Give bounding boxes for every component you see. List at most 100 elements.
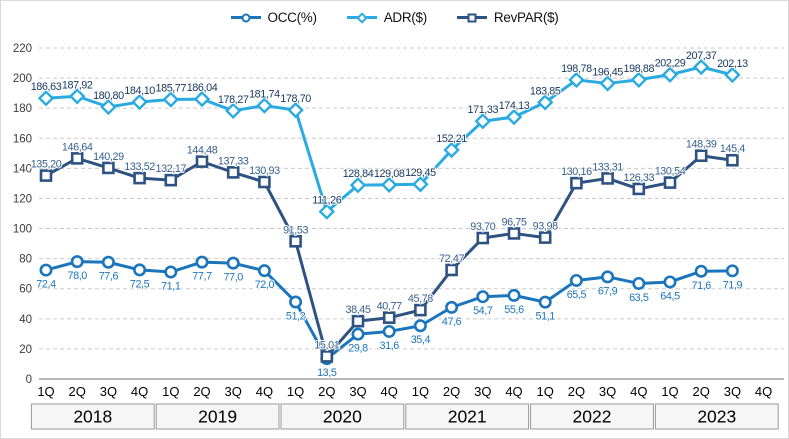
data-point-square [258,175,271,189]
year-band [280,403,405,430]
data-point-circle [382,324,396,338]
gridlines [39,47,784,380]
x-tick-label: 1Q [37,384,54,399]
x-tick-label: 3Q [724,384,741,399]
data-label: 181,74 [249,89,280,101]
data-label: 180,80 [93,90,124,102]
revpar-legend-line-swatch [456,13,487,22]
data-point-square [570,176,583,190]
legend-label-adr: ADR($) [383,10,428,25]
data-label: 91,53 [283,224,308,236]
x-tick-label: 2Q [443,384,460,399]
data-point-square [133,171,146,185]
legend-item-adr[interactable]: ADR($) [346,10,428,25]
x-tick-label: 2Q [318,384,335,399]
year-label: 2020 [323,407,362,427]
data-label: 65,5 [567,289,587,301]
data-label: 148,39 [686,139,717,151]
data-point-square [226,166,240,179]
data-label: 129,45 [405,167,436,179]
data-point-diamond [224,102,242,119]
data-label: 93,98 [533,221,558,233]
legend-label-revpar: RevPAR($) [493,10,559,25]
data-label: 171,33 [467,104,498,116]
data-label: 29,8 [348,343,368,355]
data-label: 130,93 [249,165,280,177]
data-label: 72,0 [255,279,275,291]
data-point-diamond [412,176,429,193]
data-point-diamond [162,91,180,108]
data-label: 63,5 [629,292,649,304]
data-label: 77,6 [99,271,119,283]
data-label: 140,29 [93,151,124,163]
x-tick-label: 1Q [287,384,304,399]
data-point-diamond [536,94,554,111]
data-label: 71,6 [691,280,711,292]
x-tick-label: 1Q [537,384,554,399]
data-point-circle [413,319,427,333]
y-tick-label: 160 [13,133,32,145]
data-label: 96,75 [501,216,526,228]
data-label: 126,33 [623,172,654,184]
data-label: 45,78 [408,293,433,305]
data-point-diamond [568,71,585,89]
y-tick-label: 40 [19,314,32,326]
data-label: 178,70 [280,93,311,105]
data-label: 133,52 [124,161,155,173]
data-point-circle [569,273,583,287]
legend-item-revpar[interactable]: RevPAR($) [456,10,559,25]
y-tick-label: 220 [13,43,32,55]
data-point-circle [195,255,209,269]
legend-item-occ[interactable]: OCC(%) [230,10,318,25]
data-label: 72,5 [130,278,150,290]
year-band [30,403,155,430]
data-point-circle [725,264,739,278]
data-label: 13,5 [317,367,337,379]
data-label: 51,1 [535,311,555,323]
data-point-square [538,231,552,244]
year-label: 2019 [198,407,237,427]
x-tick-label: 3Q [599,384,616,399]
x-tick-label: 3Q [225,384,242,399]
data-label: 15,01 [314,339,339,351]
data-label: 133,31 [592,161,623,173]
x-tick-label: 4Q [505,384,522,399]
legend-label-occ: OCC(%) [267,10,318,25]
square-marker-icon [467,13,477,22]
data-label: 54,7 [473,305,493,317]
data-point-diamond [37,90,55,107]
data-label: 186,63 [31,81,62,93]
data-label: 183,85 [530,85,561,97]
data-point-circle [289,295,303,309]
data-label: 72,4 [36,279,56,291]
data-point-circle [164,265,178,279]
data-point-circle [257,264,271,278]
data-label: 196,45 [592,66,623,78]
chart-legend: OCC(%) ADR($) RevPAR($) [1,10,788,25]
data-point-circle [351,327,365,341]
data-point-square [507,227,521,240]
data-label: 72,47 [439,253,464,265]
x-tick-label: 1Q [661,384,678,399]
x-tick-label: 4Q [256,384,273,399]
data-point-circle [663,275,677,289]
data-point-circle [538,295,552,309]
data-point-square [320,350,334,363]
y-tick-label: 140 [13,163,32,175]
data-point-square [694,149,708,163]
occ-legend-line-swatch [230,13,261,22]
data-point-diamond [443,141,460,159]
data-point-square [414,303,427,317]
data-point-diamond [599,75,616,92]
x-tick-label: 2Q [69,384,86,399]
data-point-circle [632,276,646,290]
data-label: 77,0 [223,272,243,284]
data-label: 202,29 [655,58,686,70]
data-point-square [663,176,677,189]
data-label: 129,08 [374,168,405,180]
data-point-circle [445,300,459,314]
data-label: 71,9 [723,279,743,291]
data-label: 146,64 [62,141,93,153]
